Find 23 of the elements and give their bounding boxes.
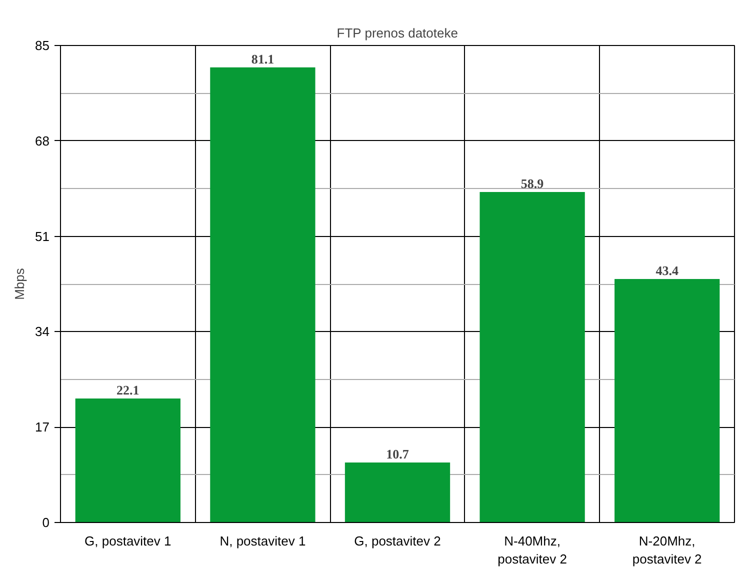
x-tick-label: N-40Mhz, postavitev 2 [498,534,567,566]
y-tick-label: 0 [42,515,50,530]
y-tick-label: 51 [35,228,50,244]
y-tick-label: 34 [35,324,50,340]
x-tick-label: G, postavitev 2 [354,534,441,548]
y-tick-label: 85 [35,38,50,53]
bar [480,192,585,522]
data-label: 81.1 [251,51,274,66]
y-tick-label: 68 [35,133,50,148]
bar [614,278,720,522]
data-label: 22.1 [116,382,140,398]
y-tick-label: 17 [35,420,50,435]
data-label: 10.7 [386,446,410,462]
data-label: 43.4 [656,262,679,278]
x-tick-label: N-20Mhz, postavitev 2 [632,534,702,566]
x-tick-label: N, postavitev 1 [220,534,306,548]
bar [344,462,450,522]
y-axis-title: Mbps [12,268,28,300]
x-tick-label: G, postavitev 1 [84,534,172,548]
data-label: 58.9 [520,176,544,191]
bar [75,398,180,522]
bar [210,67,316,522]
chart-title: FTP prenos datoteke [336,26,458,40]
